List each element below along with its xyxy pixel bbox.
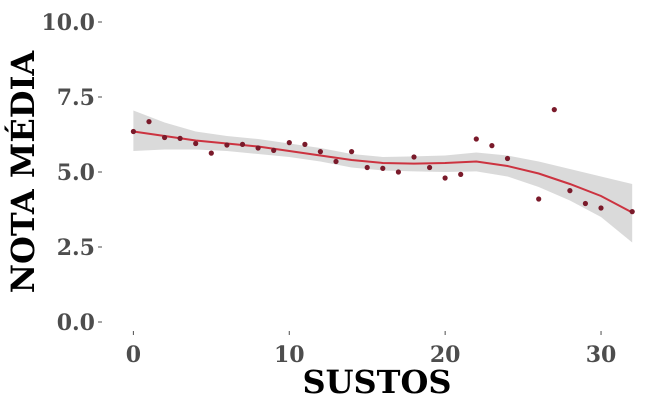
x-axis-title: SUSTOS xyxy=(303,363,452,401)
y-tick-label: 0.0 xyxy=(57,310,95,336)
data-point xyxy=(489,143,495,149)
x-tick-label: 10 xyxy=(274,342,305,368)
y-axis: 0.0 2.5 5.0 7.5 10.0 xyxy=(41,10,102,336)
data-point xyxy=(504,155,511,162)
y-axis-title: NOTA MÉDIA xyxy=(4,50,42,294)
data-point xyxy=(208,150,214,156)
data-point xyxy=(239,141,246,147)
data-point xyxy=(286,140,292,146)
y-tick-label: 10.0 xyxy=(41,10,95,36)
data-point xyxy=(582,200,589,207)
confidence-band-layer xyxy=(133,110,633,243)
data-point xyxy=(224,142,230,148)
data-point xyxy=(255,145,261,151)
data-point xyxy=(551,107,557,113)
data-point xyxy=(458,171,464,177)
data-point xyxy=(395,169,401,175)
data-point xyxy=(333,158,339,165)
y-tick-label: 2.5 xyxy=(57,235,95,261)
trend-line xyxy=(133,130,633,214)
x-axis: 0 10 20 30 xyxy=(126,331,617,368)
data-point xyxy=(302,141,308,147)
data-point xyxy=(629,209,635,215)
trend-line-layer xyxy=(133,130,633,214)
data-points-layer xyxy=(130,107,635,215)
y-tick-label: 7.5 xyxy=(57,85,95,111)
data-point xyxy=(162,134,168,141)
data-point xyxy=(536,196,542,202)
x-tick-label: 30 xyxy=(586,342,617,368)
data-point xyxy=(380,165,386,171)
confidence-band xyxy=(133,110,633,243)
data-point xyxy=(177,135,183,141)
data-point xyxy=(146,119,152,125)
data-point xyxy=(349,149,355,155)
y-tick-label: 5.0 xyxy=(57,160,95,186)
data-point xyxy=(442,175,448,181)
data-point xyxy=(411,154,417,160)
data-point xyxy=(473,136,479,142)
data-point xyxy=(130,128,136,135)
data-point xyxy=(427,164,433,171)
data-point xyxy=(598,205,604,211)
x-tick-label: 0 xyxy=(126,342,141,368)
data-point xyxy=(567,188,573,194)
data-point xyxy=(193,140,199,147)
data-point xyxy=(317,149,323,155)
data-point xyxy=(271,147,277,153)
x-tick-label: 20 xyxy=(430,342,461,368)
data-point xyxy=(364,164,370,171)
